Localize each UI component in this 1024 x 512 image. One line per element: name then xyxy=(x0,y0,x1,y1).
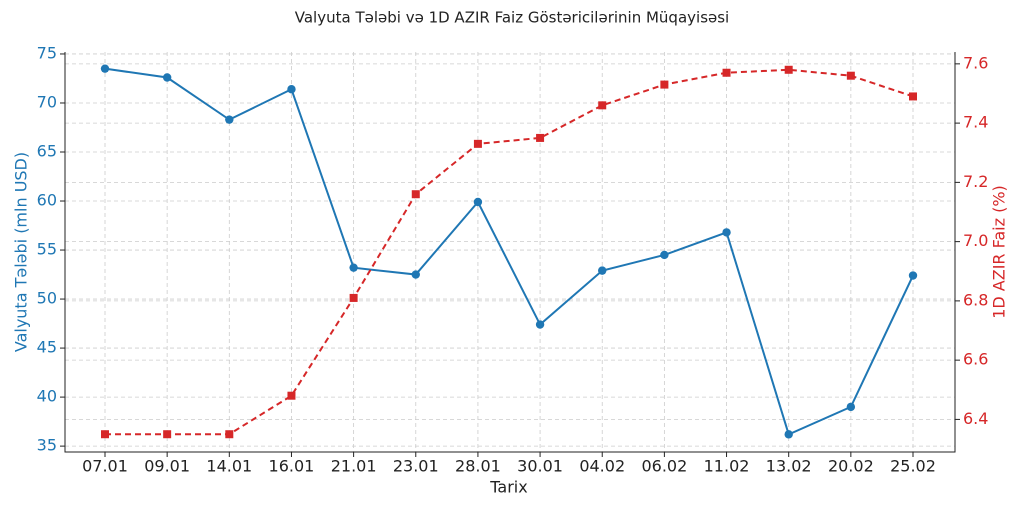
y2-tick-label: 6.8 xyxy=(963,290,988,309)
x-tick-label: 23.01 xyxy=(393,457,439,476)
marker xyxy=(473,139,482,148)
marker xyxy=(225,430,234,439)
marker xyxy=(225,115,234,124)
marker xyxy=(163,430,172,439)
y2-tick-label: 7.0 xyxy=(963,231,988,250)
marker xyxy=(101,430,109,439)
x-tick-label: 30.01 xyxy=(517,457,563,476)
y-tick-label: 70 xyxy=(37,92,57,111)
x-tick-label: 21.01 xyxy=(331,457,377,476)
x-tick-label: 16.01 xyxy=(269,457,315,476)
marker xyxy=(162,73,172,82)
y2-tick-label: 7.2 xyxy=(963,172,988,191)
x-tick-label: 07.01 xyxy=(82,457,128,476)
y-tick-label: 60 xyxy=(37,191,57,210)
y-tick-label: 45 xyxy=(37,338,57,357)
x-tick-label: 20.02 xyxy=(828,457,874,476)
marker xyxy=(660,250,669,260)
marker xyxy=(287,391,296,400)
marker xyxy=(535,320,545,329)
marker xyxy=(660,80,669,89)
marker xyxy=(784,430,793,439)
marker xyxy=(100,64,110,73)
marker xyxy=(784,65,793,74)
x-tick-label: 11.02 xyxy=(704,457,750,476)
y2-tick-label: 6.6 xyxy=(963,350,988,369)
y-axis-label: Valyuta Tələbi (mln USD) xyxy=(12,152,31,352)
series-line xyxy=(105,68,914,436)
x-axis-label: Tarix xyxy=(489,478,527,497)
y2-tick-label: 7.6 xyxy=(963,53,988,72)
x-tick-label: 09.01 xyxy=(144,457,190,476)
marker xyxy=(411,270,420,279)
marker xyxy=(598,101,607,110)
x-tick-label: 13.02 xyxy=(766,457,812,476)
marker xyxy=(598,266,607,275)
x-tick-label: 14.01 xyxy=(206,457,252,476)
y2-axis-label: 1D AZIR Faiz (%) xyxy=(990,185,1009,319)
marker xyxy=(349,263,358,272)
x-tick-label: 25.02 xyxy=(890,457,936,476)
marker xyxy=(287,85,296,94)
x-tick-label: 06.02 xyxy=(641,457,687,476)
y-tick-label: 50 xyxy=(37,289,57,308)
y-tick-label: 40 xyxy=(37,387,57,406)
marker xyxy=(473,197,483,207)
marker xyxy=(846,71,855,80)
marker xyxy=(846,402,856,412)
chart-title: Valyuta Tələbi və 1D AZIR Faiz Göstərici… xyxy=(295,9,729,27)
x-tick-label: 28.01 xyxy=(455,457,501,476)
marker xyxy=(349,293,358,302)
marker xyxy=(722,68,731,77)
y2-tick-label: 6.4 xyxy=(963,409,988,428)
marker xyxy=(411,190,420,199)
axes xyxy=(64,52,956,453)
y-tick-label: 65 xyxy=(37,142,57,161)
marker xyxy=(908,271,918,280)
x-tick-label: 04.02 xyxy=(579,457,625,476)
marker xyxy=(909,92,917,101)
y-tick-label: 35 xyxy=(37,436,57,455)
marker xyxy=(722,228,731,237)
y2-tick-label: 7.4 xyxy=(963,113,988,132)
series-line xyxy=(104,67,914,436)
y-tick-label: 75 xyxy=(37,43,57,62)
marker xyxy=(536,133,545,142)
y-tick-label: 55 xyxy=(37,240,57,259)
